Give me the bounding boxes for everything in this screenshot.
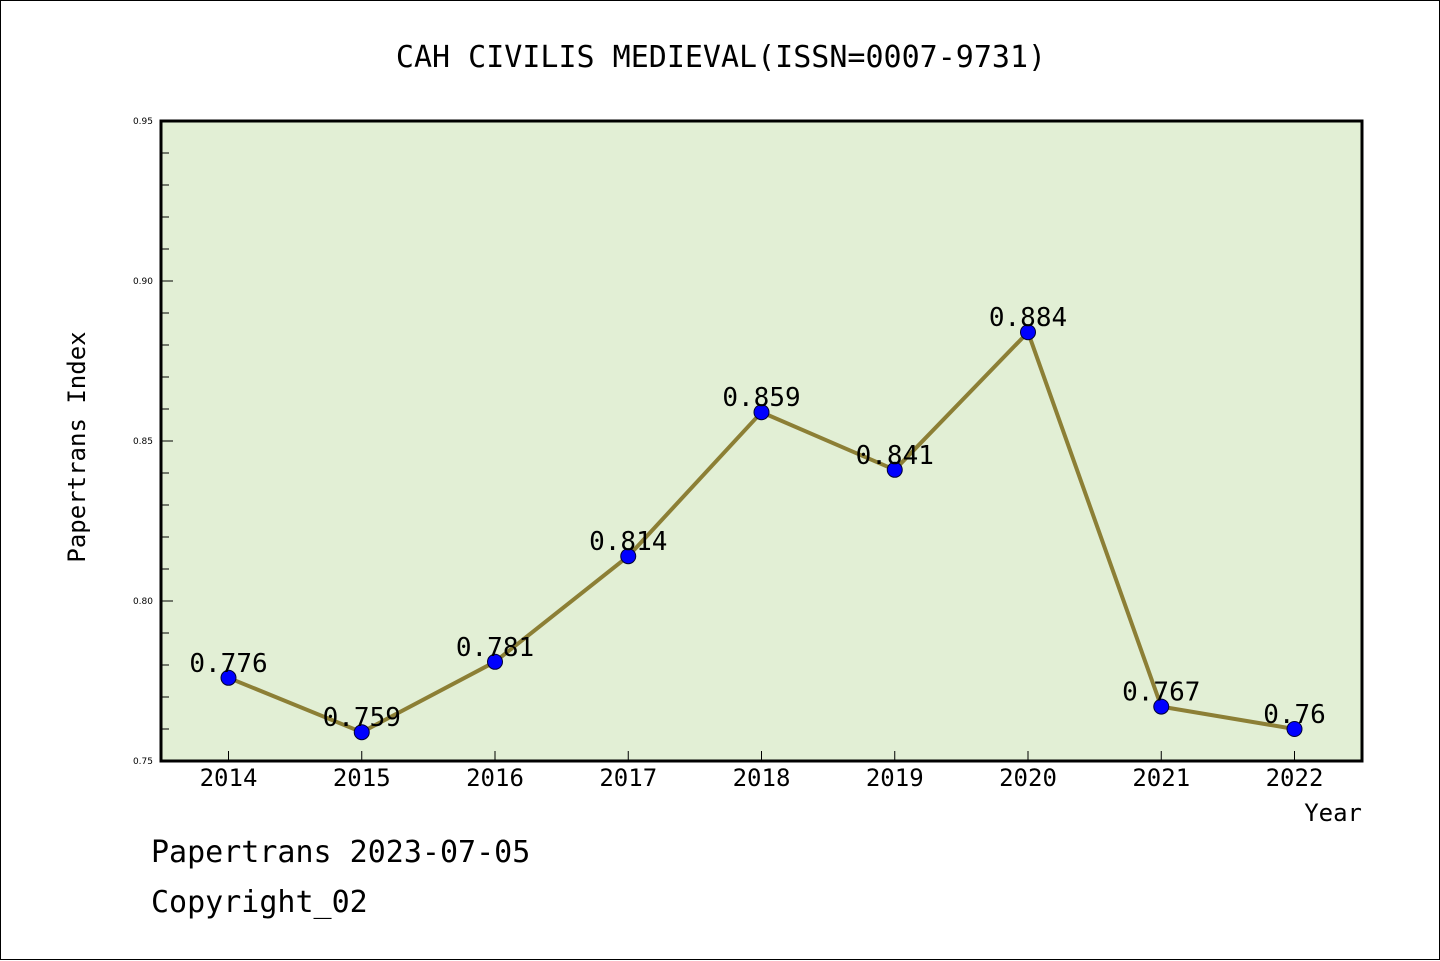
x-tick-label: 2014 (200, 764, 258, 792)
y-axis-label: Papertrans Index (63, 331, 91, 562)
data-label: 0.841 (856, 441, 934, 471)
data-point-marker (886, 461, 903, 478)
x-axis-label: Year (1304, 799, 1362, 827)
plot-border (159, 119, 1364, 763)
x-tick-label: 2016 (466, 764, 524, 792)
series-line-group (220, 324, 1303, 741)
data-point-marker (220, 669, 237, 686)
y-tick-label: 0.90 (133, 277, 153, 287)
data-point-marker (1153, 698, 1170, 715)
y-tick-label: 0.75 (133, 757, 153, 767)
x-tick-label: 2020 (999, 764, 1057, 792)
x-tick-label: 2018 (733, 764, 791, 792)
data-point-marker (487, 653, 503, 670)
data-point-marker (1286, 721, 1303, 737)
data-label: 0.76 (1263, 700, 1326, 730)
x-axis: 2014 2015 2016 2017 2018 2019 2020 2021 2022 (200, 751, 1324, 792)
x-tick-label: 2022 (1266, 764, 1324, 792)
data-point-marker (353, 724, 370, 741)
chart-title: CAH CIVILIS MEDIEVAL(ISSN=0007-9731) (396, 40, 1046, 75)
data-point-marker (753, 404, 770, 421)
data-point-marker (1020, 324, 1036, 341)
y-tick-label: 0.80 (133, 597, 153, 607)
x-tick-label: 2017 (599, 764, 657, 792)
x-tick-label: 2021 (1132, 764, 1190, 792)
y-tick-label: 0.85 (133, 437, 153, 447)
plot-area (161, 121, 1362, 761)
data-label: 0.859 (722, 383, 800, 413)
x-tick-label: 2015 (333, 764, 391, 792)
data-label: 0.884 (989, 303, 1067, 333)
data-label: 0.776 (189, 649, 267, 679)
x-tick-label: 2019 (866, 764, 924, 792)
data-label-group: 0.776 0.759 0.781 0.814 0.859 0.841 0.884 0.767… (189, 303, 1325, 733)
data-label: 0.814 (589, 527, 667, 557)
footer-date-text: Papertrans 2023-07-05 (151, 835, 531, 870)
footer-copyright-text: Copyright_02 (151, 885, 368, 920)
data-label: 0.759 (323, 703, 401, 733)
data-label: 0.781 (456, 633, 534, 663)
y-tick-label: 0.95 (133, 117, 153, 127)
data-point-marker (620, 548, 637, 565)
data-label: 0.767 (1122, 678, 1200, 708)
